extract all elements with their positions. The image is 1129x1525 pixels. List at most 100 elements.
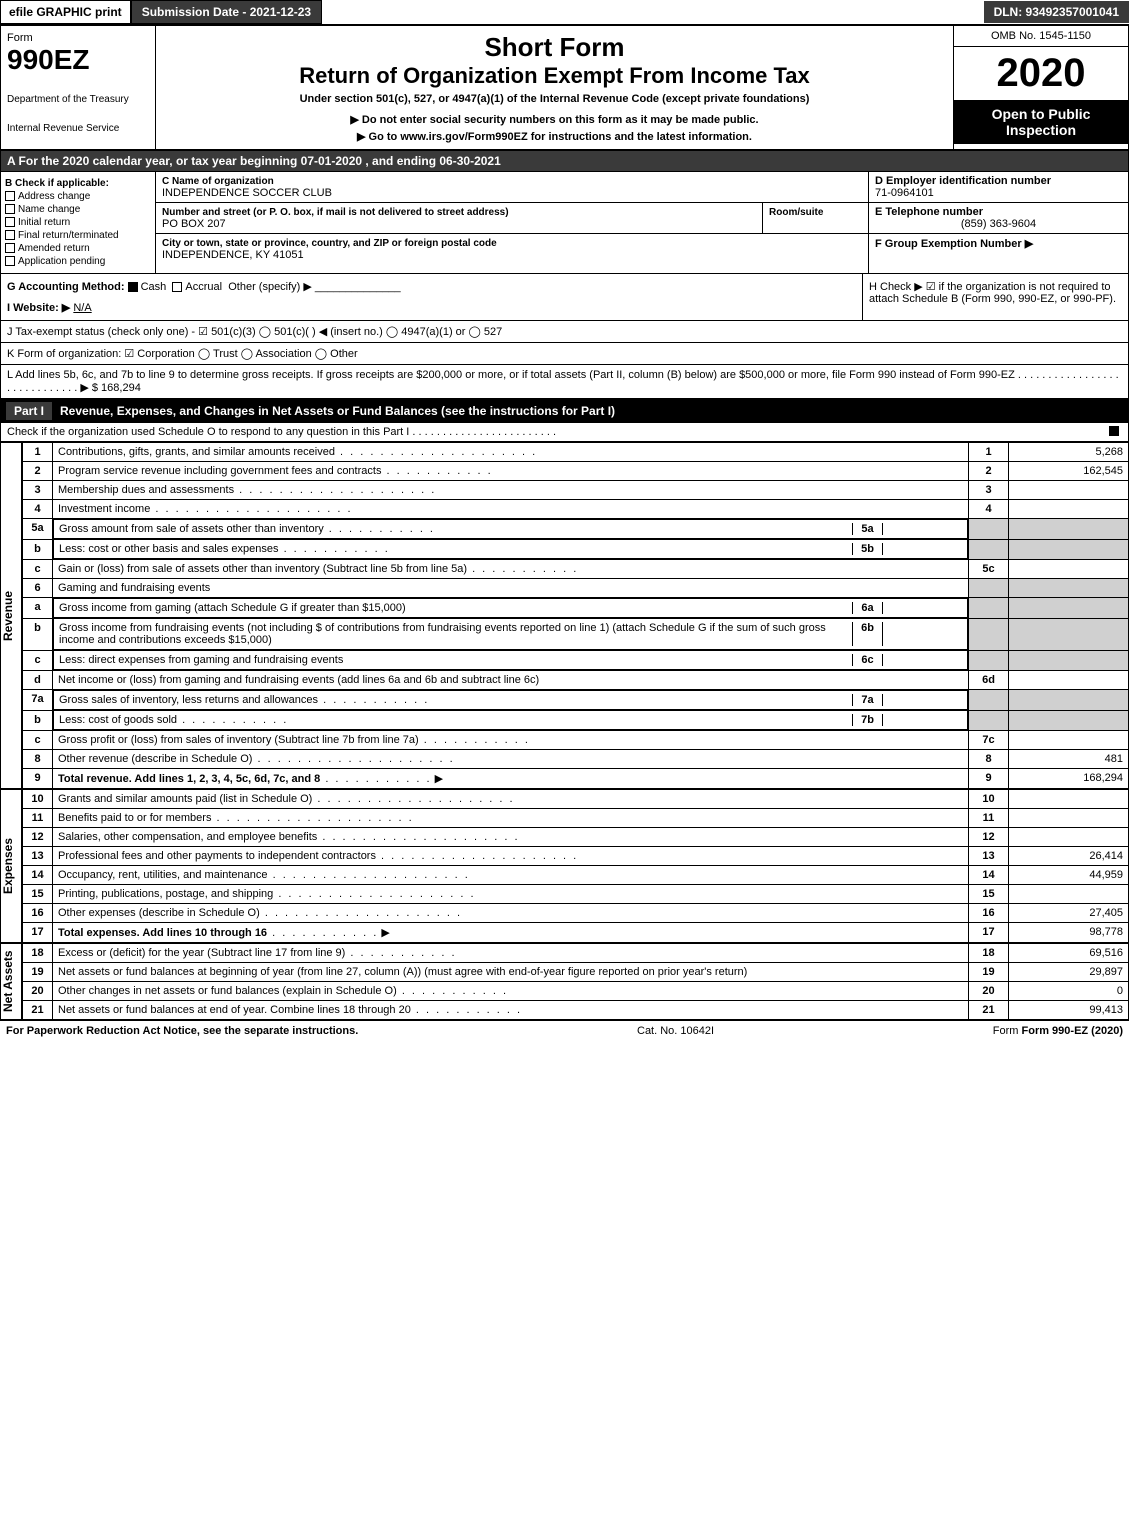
cb-initial-return[interactable]: Initial return bbox=[5, 217, 151, 228]
part1-check-row: Check if the organization used Schedule … bbox=[0, 423, 1129, 442]
line-5c: cGain or (loss) from sale of assets othe… bbox=[23, 560, 1129, 579]
group-exemption-label: F Group Exemption Number ▶ bbox=[875, 238, 1033, 250]
open-public: Open to Public Inspection bbox=[954, 100, 1128, 144]
expenses-table: 10Grants and similar amounts paid (list … bbox=[22, 789, 1129, 943]
part1-schedule-o-checkbox[interactable] bbox=[1109, 426, 1119, 436]
line-15: 15Printing, publications, postage, and s… bbox=[23, 885, 1129, 904]
line-6a: aGross income from gaming (attach Schedu… bbox=[23, 598, 1129, 619]
top-bar: efile GRAPHIC print Submission Date - 20… bbox=[0, 0, 1129, 25]
form-label: Form bbox=[7, 32, 149, 44]
section-f: F Group Exemption Number ▶ bbox=[869, 234, 1128, 253]
ein-value: 71-0964101 bbox=[875, 187, 934, 199]
donot-warning: ▶ Do not enter social security numbers o… bbox=[162, 113, 947, 126]
street: PO BOX 207 bbox=[162, 218, 226, 230]
part1-num: Part I bbox=[6, 402, 52, 420]
section-e: E Telephone number (859) 363-9604 bbox=[869, 203, 1128, 234]
cb-name-change[interactable]: Name change bbox=[5, 204, 151, 215]
dln: DLN: 93492357001041 bbox=[984, 1, 1129, 23]
line-16: 16Other expenses (describe in Schedule O… bbox=[23, 904, 1129, 923]
line-13: 13Professional fees and other payments t… bbox=[23, 847, 1129, 866]
section-b: B Check if applicable: Address change Na… bbox=[1, 172, 156, 273]
part1-header: Part I Revenue, Expenses, and Changes in… bbox=[0, 399, 1129, 423]
cb-application-pending[interactable]: Application pending bbox=[5, 256, 151, 267]
cb-final-return[interactable]: Final return/terminated bbox=[5, 230, 151, 241]
section-d: D Employer identification number 71-0964… bbox=[869, 172, 1128, 203]
return-title: Return of Organization Exempt From Incom… bbox=[162, 63, 947, 89]
phone-value: (859) 363-9604 bbox=[875, 218, 1122, 230]
submission-date: Submission Date - 2021-12-23 bbox=[131, 0, 322, 24]
netassets-section: Net Assets 18Excess or (deficit) for the… bbox=[0, 943, 1129, 1020]
section-k: K Form of organization: ☑ Corporation ◯ … bbox=[0, 343, 1129, 365]
efile-label[interactable]: efile GRAPHIC print bbox=[0, 0, 131, 24]
period-row: A For the 2020 calendar year, or tax yea… bbox=[0, 150, 1129, 172]
header-left: Form 990EZ Department of the Treasury In… bbox=[1, 26, 156, 149]
org-name: INDEPENDENCE SOCCER CLUB bbox=[162, 187, 332, 199]
line-3: 3Membership dues and assessments3 bbox=[23, 481, 1129, 500]
city-row: City or town, state or province, country… bbox=[156, 234, 868, 264]
section-c: C Name of organization INDEPENDENCE SOCC… bbox=[156, 172, 868, 273]
website-value: N/A bbox=[73, 302, 91, 314]
room-label: Room/suite bbox=[769, 207, 823, 218]
line-9: 9Total revenue. Add lines 1, 2, 3, 4, 5c… bbox=[23, 769, 1129, 789]
line-17: 17Total expenses. Add lines 10 through 1… bbox=[23, 923, 1129, 943]
line-6d: dNet income or (loss) from gaming and fu… bbox=[23, 671, 1129, 690]
cb-cash[interactable] bbox=[128, 282, 138, 292]
line-7a: 7aGross sales of inventory, less returns… bbox=[23, 690, 1129, 711]
footer-left: For Paperwork Reduction Act Notice, see … bbox=[6, 1025, 358, 1037]
cb-accrual[interactable] bbox=[172, 282, 182, 292]
short-form-title: Short Form bbox=[162, 32, 947, 63]
form-number: 990EZ bbox=[7, 44, 149, 76]
line-1: 1Contributions, gifts, grants, and simil… bbox=[23, 443, 1129, 462]
line-7b: bLess: cost of goods sold7b bbox=[23, 710, 1129, 731]
street-row: Number and street (or P. O. box, if mail… bbox=[156, 203, 868, 234]
section-g: G Accounting Method: Cash Accrual Other … bbox=[7, 280, 862, 293]
gross-receipts-value: 168,294 bbox=[101, 382, 141, 394]
cb-address-change[interactable]: Address change bbox=[5, 191, 151, 202]
info-grid: B Check if applicable: Address change Na… bbox=[0, 172, 1129, 274]
line-6c: cLess: direct expenses from gaming and f… bbox=[23, 650, 1129, 671]
line-5a: 5aGross amount from sale of assets other… bbox=[23, 519, 1129, 540]
line-20: 20Other changes in net assets or fund ba… bbox=[23, 982, 1129, 1001]
expenses-section: Expenses 10Grants and similar amounts pa… bbox=[0, 789, 1129, 943]
footer-mid: Cat. No. 10642I bbox=[637, 1025, 714, 1037]
line-10: 10Grants and similar amounts paid (list … bbox=[23, 790, 1129, 809]
tax-year: 2020 bbox=[954, 47, 1128, 100]
info-right: D Employer identification number 71-0964… bbox=[868, 172, 1128, 273]
section-j: J Tax-exempt status (check only one) - ☑… bbox=[0, 321, 1129, 343]
revenue-table: 1Contributions, gifts, grants, and simil… bbox=[22, 442, 1129, 789]
line-7c: cGross profit or (loss) from sales of in… bbox=[23, 731, 1129, 750]
line-19: 19Net assets or fund balances at beginni… bbox=[23, 963, 1129, 982]
street-label: Number and street (or P. O. box, if mail… bbox=[162, 207, 509, 218]
netassets-vlabel: Net Assets bbox=[0, 943, 22, 1020]
omb-number: OMB No. 1545-1150 bbox=[954, 26, 1128, 47]
line-4: 4Investment income4 bbox=[23, 500, 1129, 519]
section-h: H Check ▶ ☑ if the organization is not r… bbox=[862, 274, 1122, 320]
line-2: 2Program service revenue including gover… bbox=[23, 462, 1129, 481]
line-21: 21Net assets or fund balances at end of … bbox=[23, 1001, 1129, 1020]
revenue-section: Revenue 1Contributions, gifts, grants, a… bbox=[0, 442, 1129, 789]
line-8: 8Other revenue (describe in Schedule O)8… bbox=[23, 750, 1129, 769]
under-section: Under section 501(c), 527, or 4947(a)(1)… bbox=[162, 93, 947, 105]
part1-title: Revenue, Expenses, and Changes in Net As… bbox=[60, 404, 615, 418]
line-12: 12Salaries, other compensation, and empl… bbox=[23, 828, 1129, 847]
org-name-label: C Name of organization bbox=[162, 176, 274, 187]
footer: For Paperwork Reduction Act Notice, see … bbox=[0, 1020, 1129, 1041]
section-b-label: B Check if applicable: bbox=[5, 178, 151, 189]
dept-treasury: Department of the Treasury bbox=[7, 94, 149, 105]
section-l: L Add lines 5b, 6c, and 7b to line 9 to … bbox=[0, 365, 1129, 399]
header-right: OMB No. 1545-1150 2020 Open to Public In… bbox=[953, 26, 1128, 149]
org-name-row: C Name of organization INDEPENDENCE SOCC… bbox=[156, 172, 868, 203]
revenue-vlabel: Revenue bbox=[0, 442, 22, 789]
footer-right: Form Form 990-EZ (2020) bbox=[993, 1025, 1123, 1037]
section-i: I Website: ▶ N/A bbox=[7, 301, 862, 314]
ein-label: D Employer identification number bbox=[875, 175, 1051, 187]
city: INDEPENDENCE, KY 41051 bbox=[162, 249, 304, 261]
line-14: 14Occupancy, rent, utilities, and mainte… bbox=[23, 866, 1129, 885]
line-6b: bGross income from fundraising events (n… bbox=[23, 618, 1129, 650]
line-11: 11Benefits paid to or for members11 bbox=[23, 809, 1129, 828]
cb-amended-return[interactable]: Amended return bbox=[5, 243, 151, 254]
goto-link[interactable]: ▶ Go to www.irs.gov/Form990EZ for instru… bbox=[162, 130, 947, 143]
dept-irs: Internal Revenue Service bbox=[7, 123, 149, 134]
method-row: G Accounting Method: Cash Accrual Other … bbox=[0, 274, 1129, 321]
city-label: City or town, state or province, country… bbox=[162, 238, 497, 249]
